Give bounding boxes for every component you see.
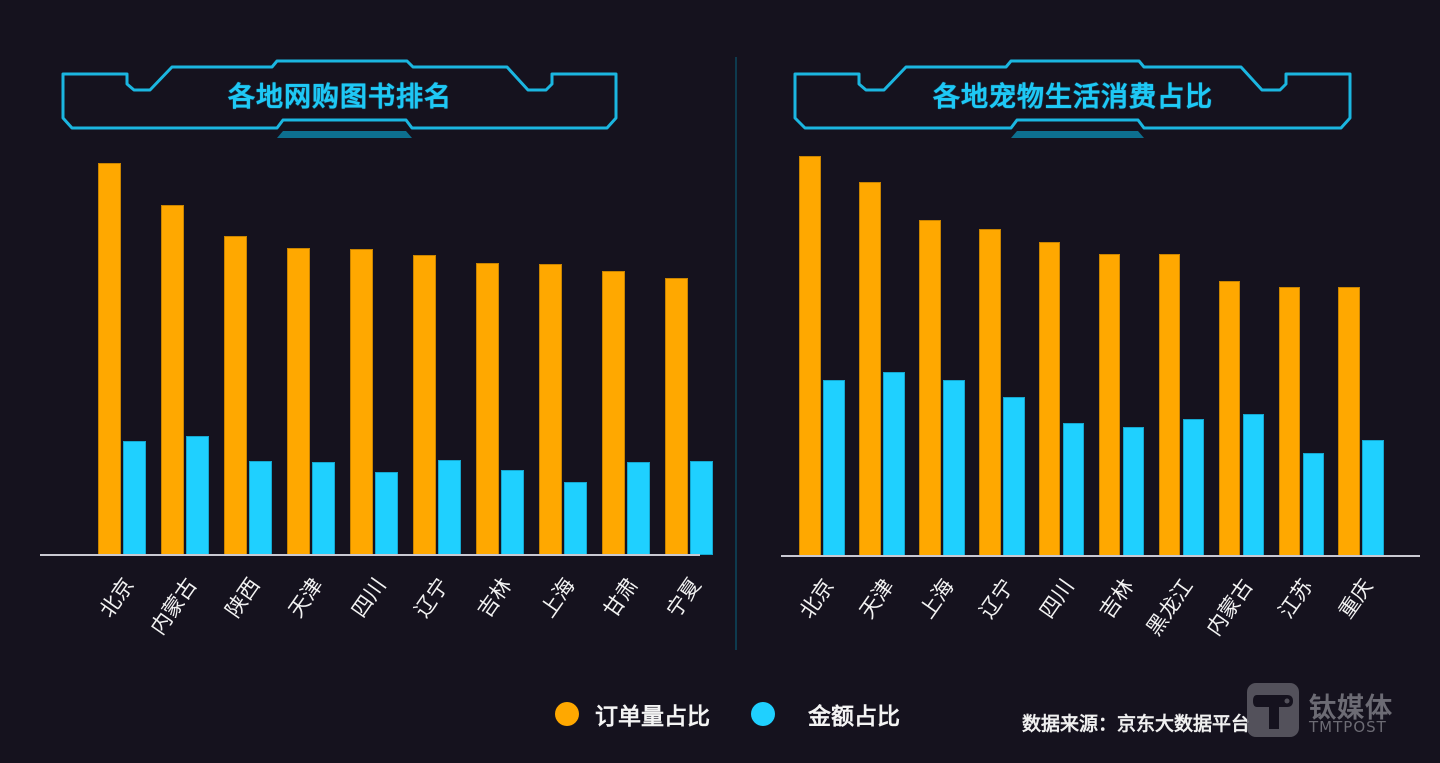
bar-order-share xyxy=(413,254,436,555)
bar-order-share xyxy=(665,278,688,555)
bar-amount-share xyxy=(883,371,905,556)
bar-amount-share xyxy=(123,440,146,555)
bar-order-share xyxy=(799,156,821,556)
bar-order-share xyxy=(539,263,562,555)
x-axis-label: 陕西 xyxy=(220,573,265,622)
books-bar-chart xyxy=(40,155,713,555)
title-underline-right xyxy=(1011,131,1144,138)
legend-dot-cyan-icon xyxy=(751,702,775,726)
bar-order-share xyxy=(98,162,121,555)
bar-amount-share xyxy=(1003,396,1025,556)
x-axis-label: 吉林 xyxy=(1094,574,1139,623)
chart-divider xyxy=(735,57,737,650)
legend-item-order-share: 订单量占比 xyxy=(555,697,710,731)
x-axis-label: 吉林 xyxy=(472,573,517,622)
x-axis-label: 上海 xyxy=(914,574,959,623)
watermark-brand-en: TMTPOST xyxy=(1309,718,1387,736)
bar-amount-share xyxy=(1242,414,1265,556)
x-axis-label: 甘肃 xyxy=(598,573,643,622)
x-axis-label: 天津 xyxy=(283,573,328,622)
title-frame-left xyxy=(61,59,618,130)
legend-label-order-share: 订单量占比 xyxy=(595,704,710,730)
x-axis-label: 辽宁 xyxy=(409,573,454,622)
bar-order-share xyxy=(1278,286,1300,556)
x-axis-label: 重庆 xyxy=(1334,574,1378,623)
bar-order-share xyxy=(161,205,184,555)
bar-order-share xyxy=(1038,242,1061,556)
bar-amount-share xyxy=(1062,422,1085,556)
bar-order-share xyxy=(1158,254,1181,556)
watermark-brand-cn: 钛媒体 xyxy=(1309,693,1393,724)
title-frames xyxy=(61,59,1352,138)
bar-order-share xyxy=(224,235,247,555)
books-x-axis xyxy=(40,554,700,556)
bar-amount-share xyxy=(1122,427,1145,556)
bar-order-share xyxy=(476,263,499,555)
x-axis-label: 北京 xyxy=(794,574,839,623)
bar-amount-share xyxy=(627,462,650,555)
bar-order-share xyxy=(287,247,310,555)
x-axis-label: 黑龙江 xyxy=(1142,574,1199,641)
bar-order-share xyxy=(350,248,373,555)
bar-amount-share xyxy=(312,462,335,555)
bar-amount-share xyxy=(438,459,461,555)
bar-order-share xyxy=(1098,254,1121,556)
bar-order-share xyxy=(1218,280,1241,556)
bar-order-share xyxy=(919,220,941,556)
chart-title-books: 各地网购图书排名 xyxy=(228,82,452,113)
pets-bar-chart xyxy=(770,156,1420,556)
x-axis-label: 上海 xyxy=(535,573,580,622)
chart-title-pets: 各地宠物生活消费占比 xyxy=(933,82,1213,113)
title-frame-right xyxy=(793,59,1352,130)
bar-amount-share xyxy=(501,469,524,555)
bar-order-share xyxy=(1338,286,1360,556)
bar-amount-share xyxy=(943,380,965,556)
bar-amount-share xyxy=(1302,453,1324,556)
legend-item-amount-share: 金额占比 xyxy=(751,697,900,731)
bar-order-share xyxy=(859,181,881,556)
bar-amount-share xyxy=(1182,418,1205,556)
bar-amount-share xyxy=(564,482,587,555)
x-axis-label: 江苏 xyxy=(1274,574,1318,623)
bar-order-share xyxy=(602,270,625,555)
tmtpost-logo-icon xyxy=(1247,683,1299,737)
x-axis-label: 内蒙古 xyxy=(1202,574,1259,641)
bar-amount-share xyxy=(1362,440,1384,556)
x-axis-label: 四川 xyxy=(1034,574,1079,623)
bar-amount-share xyxy=(186,435,209,555)
x-axis-label: 宁夏 xyxy=(661,573,706,622)
title-underline-left xyxy=(277,131,412,138)
bar-amount-share xyxy=(375,471,398,555)
legend-label-amount-share: 金额占比 xyxy=(808,704,900,730)
x-axis-label: 辽宁 xyxy=(974,574,1019,623)
pets-x-axis xyxy=(781,555,1420,557)
x-axis-label: 天津 xyxy=(854,574,899,623)
bar-order-share xyxy=(979,228,1001,556)
data-source-note: 数据来源：京东大数据平台 xyxy=(1022,713,1251,735)
x-axis-label: 四川 xyxy=(346,573,391,622)
bar-amount-share xyxy=(823,380,845,556)
x-axis-label: 北京 xyxy=(94,573,139,622)
bar-amount-share xyxy=(690,461,713,555)
bar-amount-share xyxy=(249,460,272,555)
x-axis-label: 内蒙古 xyxy=(145,573,202,640)
legend-dot-orange-icon xyxy=(555,702,579,726)
